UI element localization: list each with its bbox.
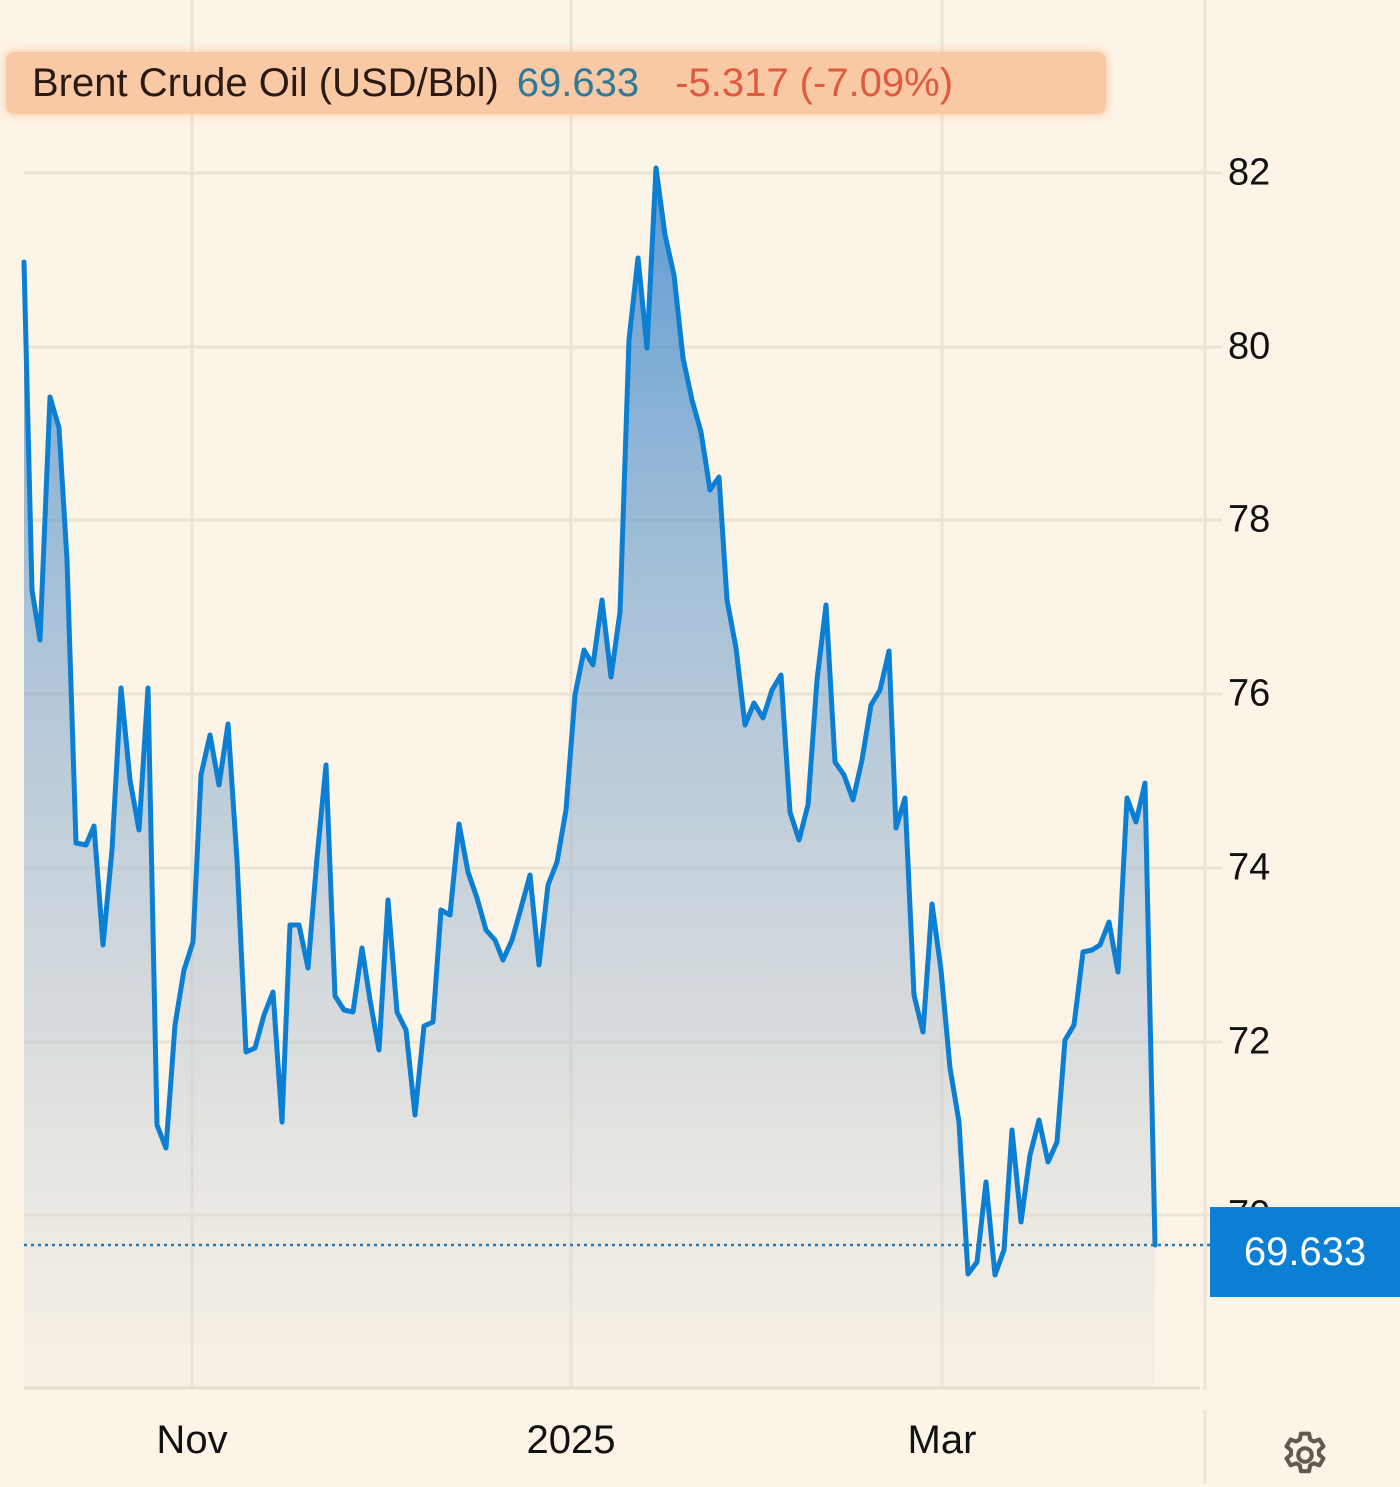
y-tick-label: 80 <box>1228 325 1271 368</box>
price-line <box>21 165 1158 1278</box>
current-price-tag: 69.633 <box>1210 1207 1400 1297</box>
legend-price: 69.633 <box>516 60 640 105</box>
legend-change: -5.317 (-7.09%) <box>675 60 954 105</box>
x-tick-label: Nov <box>156 1418 228 1462</box>
legend-bar: Brent Crude Oil (USD/Bbl) 69.633 -5.317 … <box>6 52 1106 114</box>
x-tick-label: 2025 <box>526 1418 616 1462</box>
settings-button[interactable] <box>1278 1428 1332 1482</box>
y-tick-label: 74 <box>1228 846 1271 889</box>
price-area-fill <box>24 168 1155 1388</box>
y-tick-label: 72 <box>1228 1020 1271 1063</box>
y-tick-label: 82 <box>1228 151 1271 194</box>
gear-icon <box>1284 1431 1326 1474</box>
instrument-name: Brent Crude Oil (USD/Bbl) <box>32 60 499 105</box>
y-tick-label: 76 <box>1228 672 1271 715</box>
x-tick-label: Mar <box>907 1418 977 1462</box>
y-tick-label: 78 <box>1228 498 1271 541</box>
